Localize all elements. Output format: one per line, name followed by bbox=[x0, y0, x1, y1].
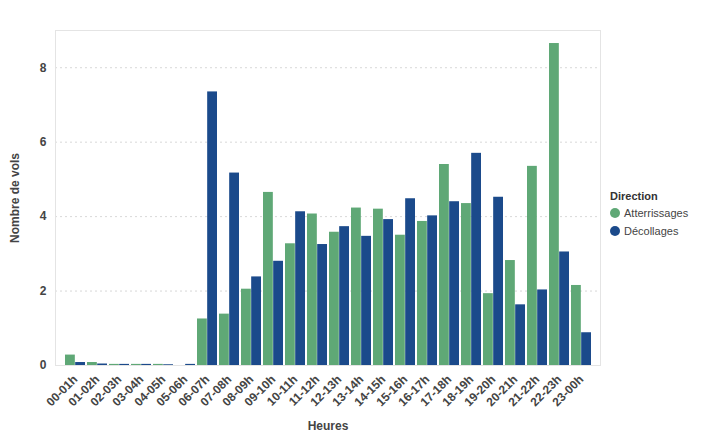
svg-text:03-04h: 03-04h bbox=[109, 372, 147, 410]
svg-text:01-02h: 01-02h bbox=[65, 372, 103, 410]
svg-text:11-12h: 11-12h bbox=[286, 372, 323, 409]
svg-text:0: 0 bbox=[40, 358, 47, 372]
svg-text:05-06h: 05-06h bbox=[153, 372, 191, 410]
svg-text:13-14h: 13-14h bbox=[329, 372, 367, 410]
svg-text:16-17h: 16-17h bbox=[395, 372, 433, 410]
svg-text:17-18h: 17-18h bbox=[417, 372, 455, 410]
svg-text:10-11h: 10-11h bbox=[264, 372, 301, 409]
svg-text:20-21h: 20-21h bbox=[483, 372, 521, 410]
svg-text:00-01h: 00-01h bbox=[43, 372, 81, 410]
svg-text:2: 2 bbox=[40, 284, 47, 298]
svg-text:08-09h: 08-09h bbox=[219, 372, 257, 410]
svg-text:Heures: Heures bbox=[308, 419, 349, 433]
svg-text:06-07h: 06-07h bbox=[175, 372, 213, 410]
svg-text:18-19h: 18-19h bbox=[439, 372, 477, 410]
svg-text:21-22h: 21-22h bbox=[505, 372, 543, 410]
svg-text:19-20h: 19-20h bbox=[461, 372, 499, 410]
svg-text:6: 6 bbox=[40, 135, 47, 149]
svg-text:22-23h: 22-23h bbox=[527, 372, 565, 410]
svg-text:4: 4 bbox=[40, 209, 47, 223]
svg-text:07-08h: 07-08h bbox=[197, 372, 235, 410]
svg-text:Nombre de vols: Nombre de vols bbox=[8, 153, 22, 243]
svg-text:12-13h: 12-13h bbox=[307, 372, 345, 410]
html-text:Atterrissages: Atterrissages bbox=[624, 207, 689, 219]
svg-text:15-16h: 15-16h bbox=[373, 372, 411, 410]
html-text:Direction: Direction bbox=[610, 190, 658, 202]
html-text:Décollages: Décollages bbox=[624, 225, 679, 237]
svg-text:23-00h: 23-00h bbox=[550, 372, 587, 409]
svg-text:8: 8 bbox=[40, 61, 47, 75]
svg-text:02-03h: 02-03h bbox=[87, 372, 125, 410]
svg-text:14-15h: 14-15h bbox=[351, 372, 389, 410]
svg-text:04-05h: 04-05h bbox=[131, 372, 169, 410]
svg-text:09-10h: 09-10h bbox=[241, 372, 279, 410]
